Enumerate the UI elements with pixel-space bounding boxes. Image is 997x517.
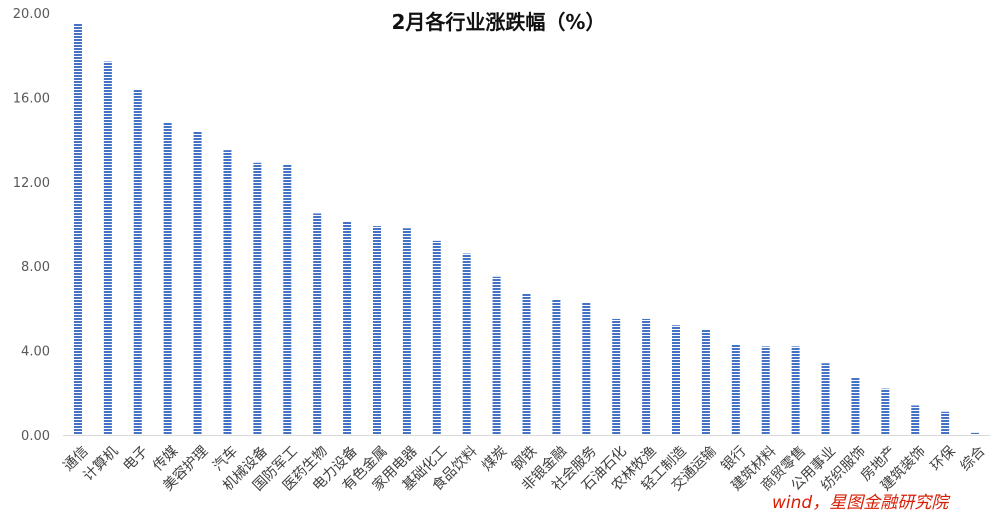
bar-18	[582, 302, 591, 435]
bar-29	[911, 405, 920, 435]
bar-16	[522, 293, 531, 435]
bar-9	[313, 213, 322, 435]
x-axis: 通信计算机电子传媒美容护理汽车机械设备国防军工医药生物电力设备有色金属家用电器基…	[60, 435, 990, 494]
y-tick-label: 4.00	[21, 345, 50, 360]
x-tick-label: 环保	[928, 443, 959, 474]
source-note: wind，星图金融研究院	[772, 493, 949, 513]
x-tick-label: 电子	[120, 443, 151, 474]
y-tick-label: 20.00	[13, 7, 50, 22]
bar-8	[283, 164, 292, 436]
bar-26	[821, 363, 830, 435]
bars	[73, 23, 980, 436]
x-tick-label: 综合	[958, 443, 989, 474]
bar-30	[941, 411, 950, 435]
y-tick-label: 16.00	[13, 91, 50, 106]
x-tick-label: 计算机	[80, 443, 121, 484]
bar-28	[881, 388, 890, 435]
bar-15	[492, 276, 501, 435]
x-tick-label: 煤炭	[479, 443, 510, 474]
bar-7	[253, 162, 262, 435]
bar-24	[761, 346, 770, 435]
bar-11	[372, 226, 381, 435]
bar-3	[133, 88, 142, 436]
bar-4	[163, 122, 172, 435]
y-axis: 0.00 4.00 8.00 12.00 16.00 20.00	[13, 7, 50, 444]
bar-22	[701, 329, 710, 435]
chart-title: 2月各行业涨跌幅（%）	[391, 10, 606, 34]
bar-5	[193, 131, 202, 435]
bar-12	[402, 228, 411, 435]
bar-23	[731, 344, 740, 435]
bar-14	[462, 253, 471, 435]
bar-1	[73, 23, 82, 436]
bar-10	[343, 221, 352, 435]
bar-31	[971, 432, 980, 435]
bar-19	[612, 318, 621, 435]
y-tick-label: 8.00	[21, 260, 50, 275]
bar-27	[851, 378, 860, 435]
bar-21	[672, 325, 681, 435]
y-tick-label: 0.00	[21, 429, 50, 444]
bar-17	[552, 299, 561, 435]
bar-13	[432, 240, 441, 435]
y-tick-label: 12.00	[13, 176, 50, 191]
bar-20	[642, 318, 651, 435]
bar-25	[791, 346, 800, 435]
bar-2	[103, 61, 112, 435]
bar-6	[223, 150, 232, 435]
